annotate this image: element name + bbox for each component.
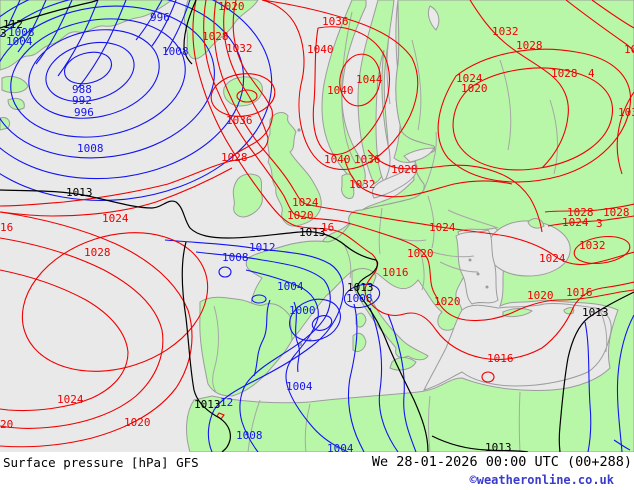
- isobar-label: 112: [3, 18, 23, 31]
- isobar-label: 1013: [66, 186, 93, 199]
- isobar-label: 1020: [527, 289, 554, 302]
- isobar-label: 1008: [77, 142, 104, 155]
- isobar-label: 1028: [551, 67, 578, 80]
- isobar-label: 996: [150, 11, 170, 24]
- isobars-low: [0, 0, 634, 452]
- isobar-label: 1008: [162, 45, 189, 58]
- isobar-label: 1020: [124, 416, 151, 429]
- isobar-label: 1008: [222, 251, 249, 264]
- isobar-label: 20: [0, 418, 13, 431]
- isobar-label: 1004: [286, 380, 313, 393]
- isobar-label: 1036: [354, 153, 381, 166]
- isobar-label: 1032: [349, 178, 376, 191]
- sea-layer: [371, 5, 612, 391]
- isobar-label: 996: [74, 106, 94, 119]
- pressure-map: 112 3 1008 1004 996 1008 988 992 996 1008 1013 1020…: [0, 0, 634, 452]
- isobar-label: 1040: [307, 43, 334, 56]
- isobar-label: 1024: [456, 72, 483, 85]
- isobar-label: 1028: [391, 163, 418, 176]
- isobar-label: 1036: [226, 114, 253, 127]
- isobar-label: 1032: [226, 42, 253, 55]
- isobar-label: 1044: [356, 73, 383, 86]
- isobar-label: 1013: [485, 441, 512, 452]
- map-footer: Surface pressure [hPa] GFS We 28-01-2026…: [0, 452, 634, 490]
- isobar-label: 992: [72, 94, 92, 107]
- isobar-label: 1008: [236, 429, 263, 442]
- isobar-label: 3: [0, 27, 7, 40]
- isobar-label: 1040: [324, 153, 351, 166]
- map-caption: Surface pressure [hPa] GFS: [3, 455, 199, 470]
- isobar-label: 1013: [347, 281, 374, 294]
- isobar-label: 1024: [539, 252, 566, 265]
- isobar-label: 1036: [322, 15, 349, 28]
- isobar-label: 1028: [84, 246, 111, 259]
- isobar-label: 1020: [461, 82, 488, 95]
- isobar-label: 1032: [492, 25, 519, 38]
- isobar-label: 1024: [562, 216, 589, 229]
- isobar-label: 16: [0, 221, 13, 234]
- isobar-label: 1013: [299, 226, 326, 239]
- isobar-label: 1020: [434, 295, 461, 308]
- isobar-label: 1020: [407, 247, 434, 260]
- isobar-label: 1016: [487, 352, 514, 365]
- isobar-label: 10: [624, 43, 634, 56]
- isobar-label: 1008: [8, 26, 35, 39]
- isobar-label: 1028: [202, 30, 229, 43]
- isobar-label: 16: [321, 221, 334, 234]
- isobar-label: 1016: [382, 266, 409, 279]
- country-borders: [212, 11, 608, 452]
- isobar-label: 103: [618, 106, 634, 119]
- isobar-label: 1004: [6, 35, 33, 48]
- isobar-label: 12: [220, 396, 233, 409]
- isobar-label: 1020: [287, 209, 314, 222]
- isobar-label: 1028: [516, 39, 543, 52]
- isobar-label: 1028: [567, 206, 594, 219]
- isobar-label: 1008: [346, 292, 373, 305]
- isobar-label: 1016: [566, 286, 593, 299]
- isobar-label: 1024: [102, 212, 129, 225]
- isobar-label: 1032: [579, 239, 606, 252]
- isobar-label: 1013: [582, 306, 609, 319]
- isobar-label: 1028: [221, 151, 248, 164]
- isobar-label: 1040: [327, 84, 354, 97]
- copyright-link[interactable]: ©weatheronline.co.uk: [469, 473, 615, 487]
- isobar-label: 1000: [289, 304, 316, 317]
- isobar-label: 1012: [249, 241, 276, 254]
- isobar-label: 1004: [277, 280, 304, 293]
- isobar-label: 988: [72, 83, 92, 96]
- isobar-label: 1004: [327, 442, 354, 452]
- isobars-high: [0, 0, 634, 448]
- isobar-label: 4: [588, 67, 595, 80]
- isobar-label: 1024: [57, 393, 84, 406]
- isobar-label: 1013: [194, 398, 221, 411]
- isobars-1013: [0, 0, 634, 452]
- isobar-label: 3: [596, 217, 603, 230]
- isobar-label: 1024: [292, 196, 319, 209]
- isobar-label: 1020: [218, 0, 245, 13]
- isobar-label: 1024: [429, 221, 456, 234]
- map-datetime: We 28-01-2026 00:00 UTC (00+288): [371, 454, 632, 470]
- isobar-label: 1028: [603, 206, 630, 219]
